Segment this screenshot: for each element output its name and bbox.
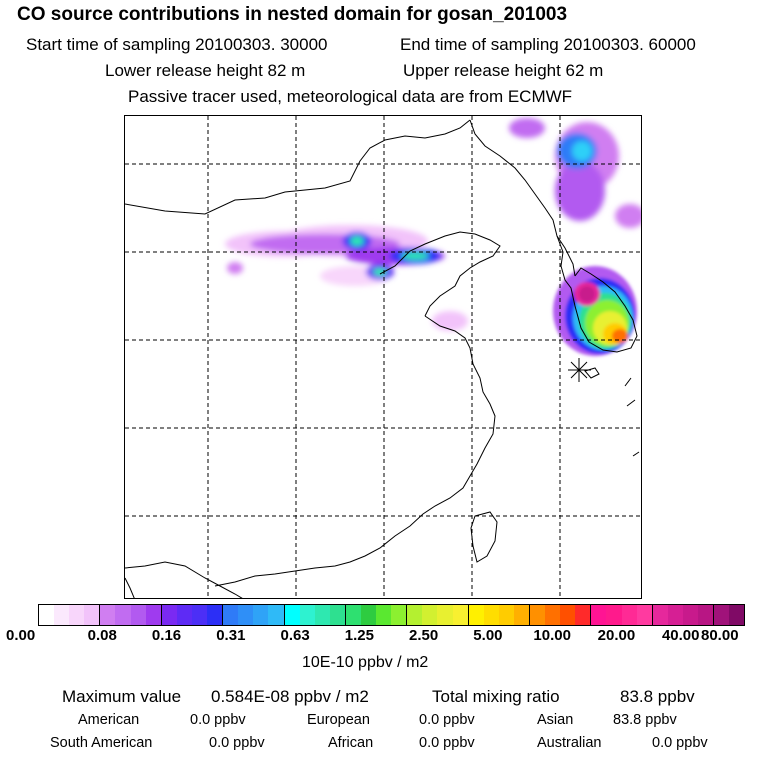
colorbar-tick-label: 0.08 bbox=[87, 627, 117, 644]
max-value-label: Maximum value bbox=[62, 687, 182, 706]
colorbar-tick-label: 20.00 bbox=[597, 627, 636, 644]
colorbar-swatch bbox=[314, 605, 330, 625]
colorbar-swatch bbox=[283, 605, 300, 625]
max-value: 0.584E-08 ppbv / m2 bbox=[211, 687, 369, 706]
colorbar-tick-label: 2.50 bbox=[409, 627, 439, 644]
colorbar-swatch bbox=[406, 605, 423, 625]
colorbar-swatch bbox=[621, 605, 637, 625]
lower-height-label: Lower release height 82 m bbox=[105, 61, 306, 80]
colorbar-swatch bbox=[160, 605, 177, 625]
colorbar-swatch bbox=[651, 605, 668, 625]
colorbar-swatch bbox=[498, 605, 514, 625]
colorbar bbox=[38, 604, 745, 626]
colorbar-tick-label: 5.00 bbox=[473, 627, 503, 644]
colorbar-swatch bbox=[39, 605, 55, 625]
colorbar-swatch bbox=[360, 605, 377, 625]
colorbar-swatch bbox=[636, 605, 652, 625]
colorbar-swatch bbox=[698, 605, 714, 625]
region-name: European bbox=[307, 712, 370, 728]
colorbar-swatch bbox=[54, 605, 70, 625]
colorbar-tick-label: 0.16 bbox=[151, 627, 182, 644]
colorbar-swatch bbox=[99, 605, 116, 625]
colorbar-swatch bbox=[268, 605, 284, 625]
graticule bbox=[125, 116, 641, 598]
total-mixing-value: 83.8 ppbv bbox=[620, 687, 695, 706]
colorbar-swatch bbox=[238, 605, 254, 625]
colorbar-swatch bbox=[253, 605, 269, 625]
colorbar-swatch bbox=[84, 605, 100, 625]
plume-northeast bbox=[509, 118, 641, 228]
colorbar-tick-label: 1.25 bbox=[344, 627, 374, 644]
colorbar-swatch bbox=[575, 605, 591, 625]
colorbar-swatch bbox=[590, 605, 607, 625]
region-name: Asian bbox=[537, 712, 574, 728]
region-value: 0.0 ppbv bbox=[190, 712, 246, 728]
colorbar-tick-label: 10.00 bbox=[533, 627, 571, 644]
region-name: African bbox=[328, 735, 374, 751]
colorbar-swatch bbox=[191, 605, 208, 625]
colorbar-swatch bbox=[452, 605, 468, 625]
colorbar-tick-label: 0.00 bbox=[6, 627, 36, 644]
region-value: 0.0 ppbv bbox=[209, 735, 265, 751]
colorbar-tick-label: 40.00 bbox=[661, 627, 700, 644]
colorbar-swatch bbox=[667, 605, 683, 625]
colorbar-swatch bbox=[299, 605, 315, 625]
colorbar-tick-label: 80.00 bbox=[701, 627, 739, 644]
region-value: 0.0 ppbv bbox=[419, 735, 475, 751]
colorbar-swatch bbox=[560, 605, 576, 625]
region-value: 83.8 ppbv bbox=[613, 712, 677, 728]
coastlines bbox=[125, 119, 640, 598]
colorbar-swatch bbox=[69, 605, 85, 625]
concentration-map bbox=[125, 116, 641, 598]
upper-height-label: Upper release height 62 m bbox=[403, 61, 604, 80]
colorbar-swatch bbox=[344, 605, 361, 625]
colorbar-tick-label: 0.63 bbox=[280, 627, 310, 644]
gosan-site-marker bbox=[568, 358, 591, 382]
colorbar-swatch bbox=[467, 605, 484, 625]
colorbar-swatch bbox=[545, 605, 561, 625]
colorbar-swatch bbox=[222, 605, 239, 625]
colorbar-swatch bbox=[422, 605, 438, 625]
start-time-label: Start time of sampling 20100303. 30000 bbox=[26, 35, 328, 54]
map-title: CO source contributions in nested domain… bbox=[17, 4, 568, 25]
colorbar-units: 10E-10 ppbv / m2 bbox=[302, 654, 429, 671]
colorbar-swatch bbox=[207, 605, 223, 625]
colorbar-swatch bbox=[606, 605, 622, 625]
colorbar-swatch bbox=[391, 605, 407, 625]
map-panel bbox=[124, 115, 642, 599]
plume-korea bbox=[553, 266, 637, 356]
colorbar-swatch bbox=[437, 605, 453, 625]
region-name: American bbox=[78, 712, 140, 728]
colorbar-swatch bbox=[713, 605, 730, 625]
colorbar-swatch bbox=[529, 605, 546, 625]
tracer-note: Passive tracer used, meteorological data… bbox=[128, 87, 573, 106]
colorbar-swatch bbox=[145, 605, 161, 625]
region-value: 0.0 ppbv bbox=[652, 735, 708, 751]
colorbar-swatch bbox=[513, 605, 529, 625]
end-time-label: End time of sampling 20100303. 60000 bbox=[400, 35, 696, 54]
total-mixing-label: Total mixing ratio bbox=[432, 687, 560, 706]
region-value: 0.0 ppbv bbox=[419, 712, 475, 728]
colorbar-swatch bbox=[729, 605, 745, 625]
colorbar-swatch bbox=[130, 605, 146, 625]
colorbar-swatch bbox=[176, 605, 192, 625]
colorbar-swatch bbox=[682, 605, 699, 625]
colorbar-swatch bbox=[483, 605, 499, 625]
region-name: South American bbox=[50, 735, 153, 751]
colorbar-swatch bbox=[376, 605, 392, 625]
colorbar-swatch bbox=[329, 605, 345, 625]
colorbar-tick-label: 0.31 bbox=[216, 627, 246, 644]
region-name: Australian bbox=[537, 735, 602, 751]
colorbar-swatch bbox=[115, 605, 131, 625]
